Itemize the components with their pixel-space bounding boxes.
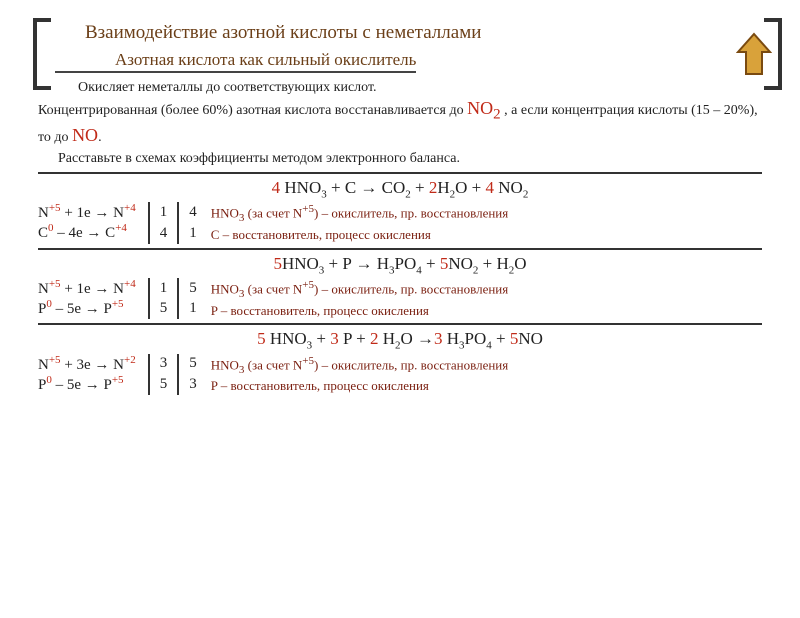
separator [38, 172, 762, 174]
balance-1-half-reactions: N+5 + 1e → N+4 C0 – 4e → C+4 [38, 202, 142, 243]
balance-3-col-a: 35 [156, 354, 172, 395]
task-text: Расставьте в схемах коэффициенты методом… [38, 150, 762, 168]
title-block: Взаимодействие азотной кислоты с неметал… [55, 18, 760, 73]
separator [38, 248, 762, 250]
balance-2-col-a: 15 [156, 278, 172, 319]
balance-3-col-b: 53 [185, 354, 201, 395]
reaction-3: 5 HNO3 + 3 P + 2 H2O →3 H3PO4 + 5NO [0, 329, 800, 351]
balance-3: N+5 + 3e → N+2 P0 – 5e → P+5 35 53 HNO3 … [38, 354, 762, 395]
vbar-icon [148, 354, 150, 395]
vbar-icon [177, 278, 179, 319]
balance-3-half-reactions: N+5 + 3e → N+2 P0 – 5e → P+5 [38, 354, 142, 395]
balance-2: N+5 + 1e → N+4 P0 – 5e → P+5 15 51 HNO3 … [38, 278, 762, 319]
intro-no: NO [72, 125, 98, 145]
balance-2-half-reactions: N+5 + 1e → N+4 P0 – 5e → P+5 [38, 278, 142, 319]
reaction-1: 4 HNO3 + C → CO2 + 2H2O + 4 NO2 [0, 178, 800, 200]
bracket-left-icon [33, 18, 51, 90]
page-subtitle: Азотная кислота как сильный окислитель [55, 50, 416, 73]
vbar-icon [177, 202, 179, 243]
intro-line1: Окисляет неметаллы до соответствующих ки… [78, 80, 377, 95]
page-title: Взаимодействие азотной кислоты с неметал… [55, 18, 760, 44]
intro-line2a: Концентрированная (более 60%) азотная ки… [38, 103, 464, 118]
vbar-icon [177, 354, 179, 395]
intro-no-after: . [98, 130, 102, 145]
vbar-icon [148, 202, 150, 243]
balance-2-notes: HNO3 (за счет N+5) – окислитель, пр. вос… [201, 278, 509, 319]
separator [38, 323, 762, 325]
vbar-icon [148, 278, 150, 319]
intro-text: Окисляет неметаллы до соответствующих ки… [38, 79, 762, 146]
balance-1: N+5 + 1e → N+4 C0 – 4e → C+4 14 41 HNO3 … [38, 202, 762, 243]
balance-1-notes: HNO3 (за счет N+5) – окислитель, пр. вос… [201, 202, 509, 243]
balance-1-col-b: 41 [185, 202, 201, 243]
reaction-2: 5HNO3 + P → H3PO4 + 5NO2 + H2O [0, 254, 800, 276]
balance-3-notes: HNO3 (за счет N+5) – окислитель, пр. вос… [201, 354, 509, 395]
bracket-right-icon [764, 18, 782, 90]
balance-2-col-b: 51 [185, 278, 201, 319]
balance-1-col-a: 14 [156, 202, 172, 243]
intro-no2: NO2 [467, 98, 501, 118]
